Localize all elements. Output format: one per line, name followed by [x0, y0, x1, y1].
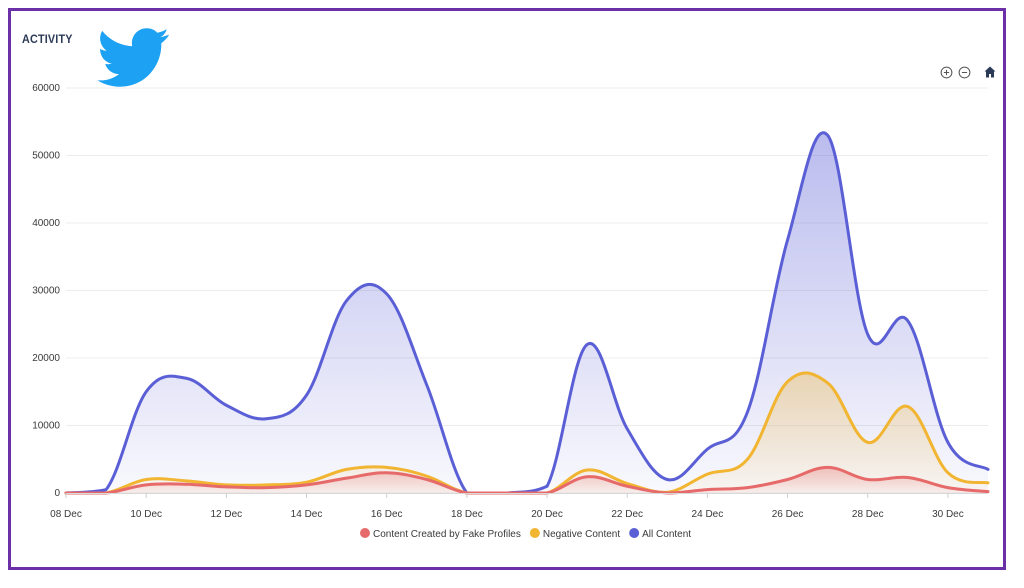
y-tick-label: 40000: [32, 218, 60, 229]
legend-marker-negative-content: [529, 528, 540, 538]
x-tick-label: 08 Dec: [50, 509, 82, 520]
series-layer: [64, 131, 990, 495]
x-tick-label: 22 Dec: [611, 509, 643, 520]
x-tick-label: 28 Dec: [852, 509, 884, 520]
x-tick-label: 20 Dec: [531, 509, 563, 520]
y-tick-label: 60000: [32, 83, 60, 94]
y-tick-label: 30000: [32, 286, 60, 297]
x-tick-label: 12 Dec: [211, 509, 243, 520]
y-tick-label: 0: [54, 488, 60, 499]
x-tick-label: 30 Dec: [932, 509, 964, 520]
y-axis: 0 10000 20000 30000 40000 50000 60000: [32, 83, 60, 499]
chart-legend: Content Created by Fake Profiles Negative…: [360, 528, 691, 540]
y-tick-label: 20000: [32, 353, 60, 364]
legend-marker-content-created-by-fake-profiles: [360, 528, 370, 538]
twitter-bird-icon: [97, 20, 170, 94]
x-tick-label: 26 Dec: [772, 509, 804, 520]
legend-label-content-created-by-fake-profiles[interactable]: Content Created by Fake Profiles: [373, 529, 521, 540]
series-area-negative-content: [66, 372, 988, 493]
legend-label-negative-content[interactable]: Negative Content: [543, 529, 620, 540]
chart-title: ACTIVITY: [22, 32, 73, 46]
series-line-all-content: [64, 131, 990, 495]
y-tick-label: 10000: [32, 421, 60, 432]
x-tick-label: 10 Dec: [130, 509, 162, 520]
x-axis: 08 Dec 10 Dec 12 Dec 14 Dec 16 Dec 18 Dec 20 D…: [50, 493, 988, 520]
legend-label-all-content[interactable]: All Content: [642, 529, 691, 540]
home-icon[interactable]: [982, 64, 998, 80]
y-tick-label: 50000: [32, 151, 60, 162]
legend-marker-all-content: [629, 528, 640, 538]
zoom-out-icon[interactable]: [956, 64, 972, 80]
zoom-in-icon[interactable]: [938, 64, 954, 80]
series-area-all-content: [66, 132, 988, 494]
chart-toolbar: [938, 64, 998, 80]
x-tick-label: 16 Dec: [371, 509, 403, 520]
x-tick-label: 24 Dec: [692, 509, 724, 520]
x-tick-label: 14 Dec: [291, 509, 323, 520]
x-tick-label: 18 Dec: [451, 509, 483, 520]
